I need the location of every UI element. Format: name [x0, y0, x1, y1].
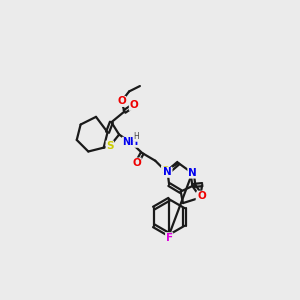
Text: F: F [166, 233, 173, 243]
Text: O: O [129, 100, 138, 110]
Text: NH: NH [122, 137, 139, 147]
Text: O: O [132, 158, 141, 168]
Text: N: N [188, 168, 197, 178]
Text: S: S [162, 166, 169, 176]
Text: O: O [117, 96, 126, 106]
Text: S: S [106, 141, 114, 151]
Text: H: H [133, 132, 139, 141]
Text: S: S [196, 193, 204, 203]
Text: N: N [163, 167, 172, 177]
Text: O: O [197, 191, 206, 201]
